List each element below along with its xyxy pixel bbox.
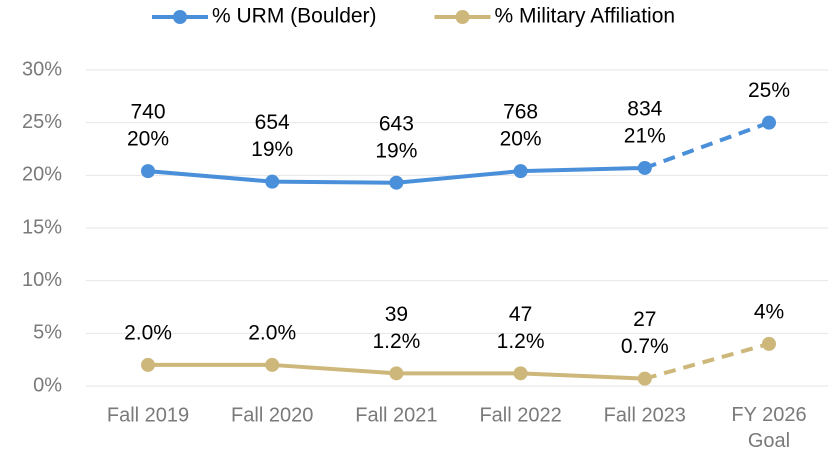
legend-marker [173,10,187,24]
count-label: 654 [255,111,290,134]
y-tick-label: 25% [22,111,62,133]
x-tick-label: Fall 2023 [604,404,686,426]
count-label: 740 [130,101,165,124]
series-line [644,120,770,170]
point [389,366,404,381]
x-tick-label: Fall 2022 [479,404,561,426]
value-label: 25% [748,79,790,102]
x-tick-label: Fall 2019 [107,404,189,426]
point [513,164,528,179]
legend-label: % URM (Boulder) [212,5,377,28]
count-label: 834 [627,98,662,121]
y-tick-label: 30% [22,58,62,80]
series-line [644,341,770,381]
point [141,357,155,372]
count-label: 39 [385,303,408,326]
x-tick-label: FY 2026 Goal [731,404,806,452]
count-label: 27 [633,308,656,331]
value-label: 0.7% [621,335,669,358]
point [265,174,280,189]
y-tick-label: 5% [33,322,62,344]
legend-label: % Military Affiliation [495,5,676,28]
value-label: 19% [375,139,417,162]
x-tick-label: Fall 2020 [231,404,313,426]
value-label: 20% [127,128,169,151]
y-tick-label: 0% [33,374,62,396]
x-tick-label: Fall 2021 [355,404,437,426]
y-tick-label: 15% [22,216,62,238]
legend-marker [455,10,470,24]
point [513,366,528,381]
point [762,336,776,351]
x-tick-label-line: Goal [748,430,790,452]
value-label: 21% [624,125,666,148]
count-label: 47 [509,303,532,326]
value-label: 4% [754,300,784,323]
point [637,160,652,175]
y-tick-label: 20% [22,164,62,186]
point [637,371,652,386]
value-label: 20% [500,128,542,151]
value-label: 19% [251,138,293,161]
count-label: 768 [503,101,538,124]
y-tick-label: 10% [22,269,62,291]
value-label: 2.0% [248,321,296,344]
point [389,175,404,190]
point [265,357,280,372]
value-label: 2.0% [124,321,172,344]
count-label: 643 [379,112,414,135]
value-label: 1.2% [372,330,420,353]
point [141,164,155,179]
value-label: 1.2% [497,330,545,353]
point [762,115,776,130]
x-tick-label-line: FY 2026 [731,404,806,426]
